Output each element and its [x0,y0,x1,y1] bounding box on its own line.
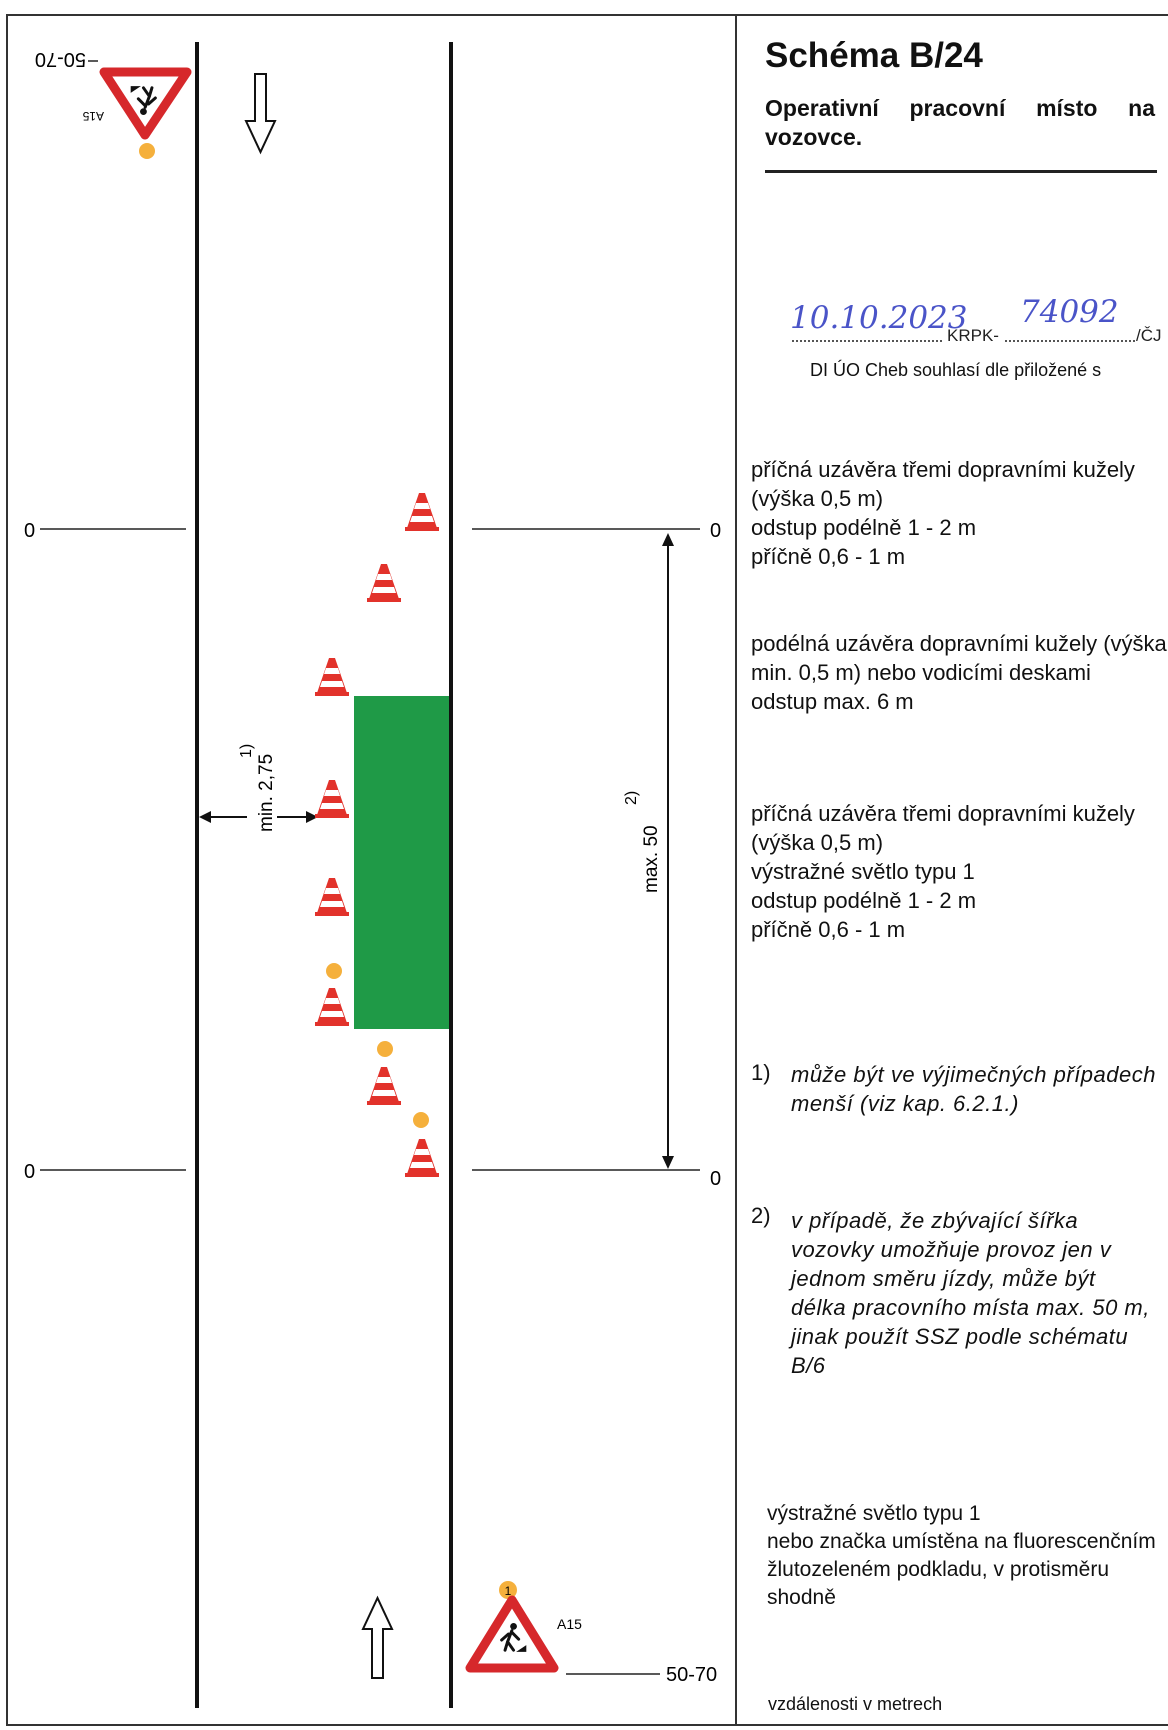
length-note-ref: 2) [623,791,640,805]
width-note-ref: 1) [238,744,255,758]
stamp-krpk-prefix: KRPK- [947,326,999,346]
cone-longitudinal-1 [315,658,349,696]
title-rule [765,170,1157,173]
note-2-text: v případě, že zbývající šířka vozovky um… [791,1206,1156,1380]
stamp-approval-text: DI ÚO Cheb souhlasí dle přiložené s [810,360,1101,381]
column-divider [735,14,737,1724]
description-transverse-top: příčná uzávěra třemi dopravními kužely (… [751,455,1168,571]
cone-longitudinal-2 [315,780,349,818]
cone-transverse-top-2 [367,564,401,602]
legend-warning-light: výstražné světlo typu 1 nebo značka umís… [767,1500,1167,1612]
zero-label-left-top: 0 [24,520,35,542]
width-arrow-left [199,811,211,823]
zero-label-right-top: 0 [710,520,721,542]
approval-stamp: 10.10.2023 KRPK- 74092 /ČJ DI ÚO Cheb so… [790,300,1168,390]
stamp-date-dots [792,340,942,342]
warning-light-1 [326,963,342,979]
direction-arrow-up-icon [363,1598,392,1678]
cone-transverse-bottom-2 [367,1067,401,1105]
page-subtitle: Operativní pracovní místo na vozovce. [765,94,1155,152]
length-arrow-bottom [662,1156,674,1169]
sign-a15-top [104,72,187,135]
direction-arrow-down-icon [246,74,275,152]
note-2-number: 2) [751,1203,771,1229]
sign-code-top: A15 [82,109,104,123]
description-transverse-bottom: příčná uzávěra třemi dopravními kužely (… [751,799,1168,944]
cone-longitudinal-3 [315,878,349,916]
page-title: Schéma B/24 [765,36,983,76]
stamp-suffix: /ČJ [1136,326,1162,346]
work-zone [354,696,449,1029]
stamp-date: 10.10.2023 [790,300,968,336]
sign-code-bottom: A15 [557,1616,582,1632]
traffic-diagram: 0 0 0 0 max. 50 2) min. 2,75 1) 1 [0,0,735,1730]
description-longitudinal: podélná uzávěra dopravními kužely (výška… [751,629,1168,716]
distance-label-bottom: 50-70 [666,1664,717,1686]
width-label: min. 2,75 [256,754,277,832]
warning-light-3 [413,1112,429,1128]
stamp-number-dots [1005,340,1135,342]
length-arrow-top [662,533,674,546]
warning-light-2 [377,1041,393,1057]
distance-label-top: 50-70 [35,48,86,70]
note-1-number: 1) [751,1060,771,1086]
units-note: vzdálenosti v metrech [768,1694,942,1715]
cone-transverse-bottom-3 [405,1139,439,1177]
zero-label-right-bottom: 0 [710,1168,721,1190]
warning-light-top-sign [139,143,155,159]
sign-a15-bottom [470,1600,554,1668]
length-label: max. 50 [641,825,662,893]
stamp-number: 74092 [1020,294,1119,330]
cone-transverse-top-1 [405,493,439,531]
zero-label-left-bottom: 0 [24,1161,35,1183]
note-1-text: může být ve výjimečných případech menší … [791,1060,1156,1118]
cone-transverse-bottom-1 [315,988,349,1026]
